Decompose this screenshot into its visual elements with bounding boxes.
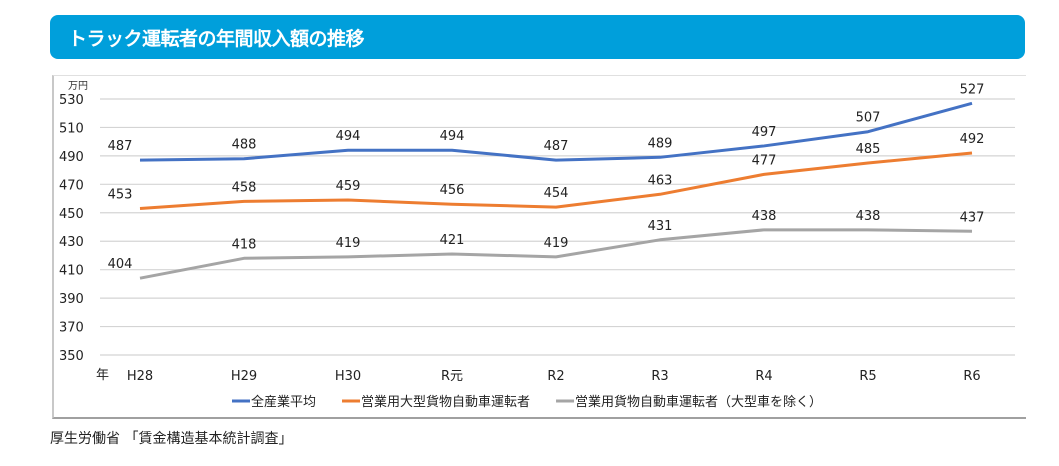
- y-tick-label: 350: [59, 349, 84, 364]
- x-axis-ticks: H28 H29 H30 R元 R2 R3 R4 R5 R6: [127, 369, 981, 384]
- data-label: 418: [232, 237, 257, 252]
- x-tick-label: R4: [755, 369, 772, 384]
- legend-label: 全産業平均: [251, 394, 316, 410]
- data-label: 494: [440, 129, 465, 144]
- chart-frame: [52, 75, 1026, 419]
- y-axis-unit: 万円: [68, 81, 88, 92]
- data-label: 463: [648, 173, 673, 188]
- y-axis-ticks: 350 370 390 410 430 450 470 490 510 530: [59, 93, 84, 364]
- y-tick-label: 490: [59, 150, 84, 165]
- data-label: 431: [648, 219, 673, 234]
- data-label: 454: [544, 186, 569, 201]
- y-tick-label: 530: [59, 93, 84, 108]
- y-tick-label: 370: [59, 321, 84, 336]
- data-label: 404: [108, 257, 133, 272]
- data-label: 497: [752, 125, 777, 140]
- x-tick-label: R5: [859, 369, 876, 384]
- x-tick-label: R6: [963, 369, 980, 384]
- y-tick-label: 410: [59, 264, 84, 279]
- data-label: 527: [960, 82, 985, 97]
- data-label: 477: [752, 153, 777, 168]
- title-banner: トラック運転者の年間収入額の推移: [50, 15, 1025, 59]
- x-tick-label: H30: [335, 369, 361, 384]
- data-label: 488: [232, 138, 257, 153]
- data-label: 419: [544, 236, 569, 251]
- data-label: 421: [440, 233, 465, 248]
- y-tick-label: 470: [59, 178, 84, 193]
- x-tick-label: H29: [231, 369, 257, 384]
- x-tick-label: R3: [651, 369, 668, 384]
- data-label: 489: [648, 136, 673, 151]
- source-note: 厚生労働省 「賃金構造基本統計調査」: [50, 431, 293, 447]
- x-tick-label: R元: [441, 369, 463, 384]
- data-label: 437: [960, 210, 985, 225]
- data-label: 494: [336, 129, 361, 144]
- legend-label: 営業用貨物自動車運転者（大型車を除く）: [575, 394, 822, 410]
- data-label: 458: [232, 180, 257, 195]
- legend-label: 営業用大型貨物自動車運転者: [361, 394, 530, 410]
- y-tick-label: 430: [59, 235, 84, 250]
- data-label: 456: [440, 183, 465, 198]
- series-lines: [139, 101, 973, 280]
- y-tick-label: 390: [59, 292, 84, 307]
- data-label: 419: [336, 236, 361, 251]
- data-labels: 487 488 494 494 487 489 497 507 527 453 458 459 456 4…: [108, 82, 985, 272]
- gridlines: [100, 98, 1015, 356]
- data-label: 438: [752, 209, 777, 224]
- data-label: 492: [960, 132, 985, 147]
- x-tick-label: H28: [127, 369, 153, 384]
- data-label: 507: [856, 111, 881, 126]
- x-axis-unit: 年: [96, 368, 109, 383]
- x-tick-label: R2: [547, 369, 564, 384]
- page-title: トラック運転者の年間収入額の推移: [68, 28, 365, 50]
- data-label: 485: [856, 142, 881, 157]
- data-label: 487: [544, 139, 569, 154]
- data-label: 487: [108, 139, 133, 154]
- y-tick-label: 510: [59, 121, 84, 136]
- data-label: 459: [336, 179, 361, 194]
- legend: 全産業平均 営業用大型貨物自動車運転者 営業用貨物自動車運転者（大型車を除く）: [232, 394, 822, 410]
- data-label: 438: [856, 209, 881, 224]
- data-label: 453: [108, 188, 133, 203]
- y-tick-label: 450: [59, 207, 84, 222]
